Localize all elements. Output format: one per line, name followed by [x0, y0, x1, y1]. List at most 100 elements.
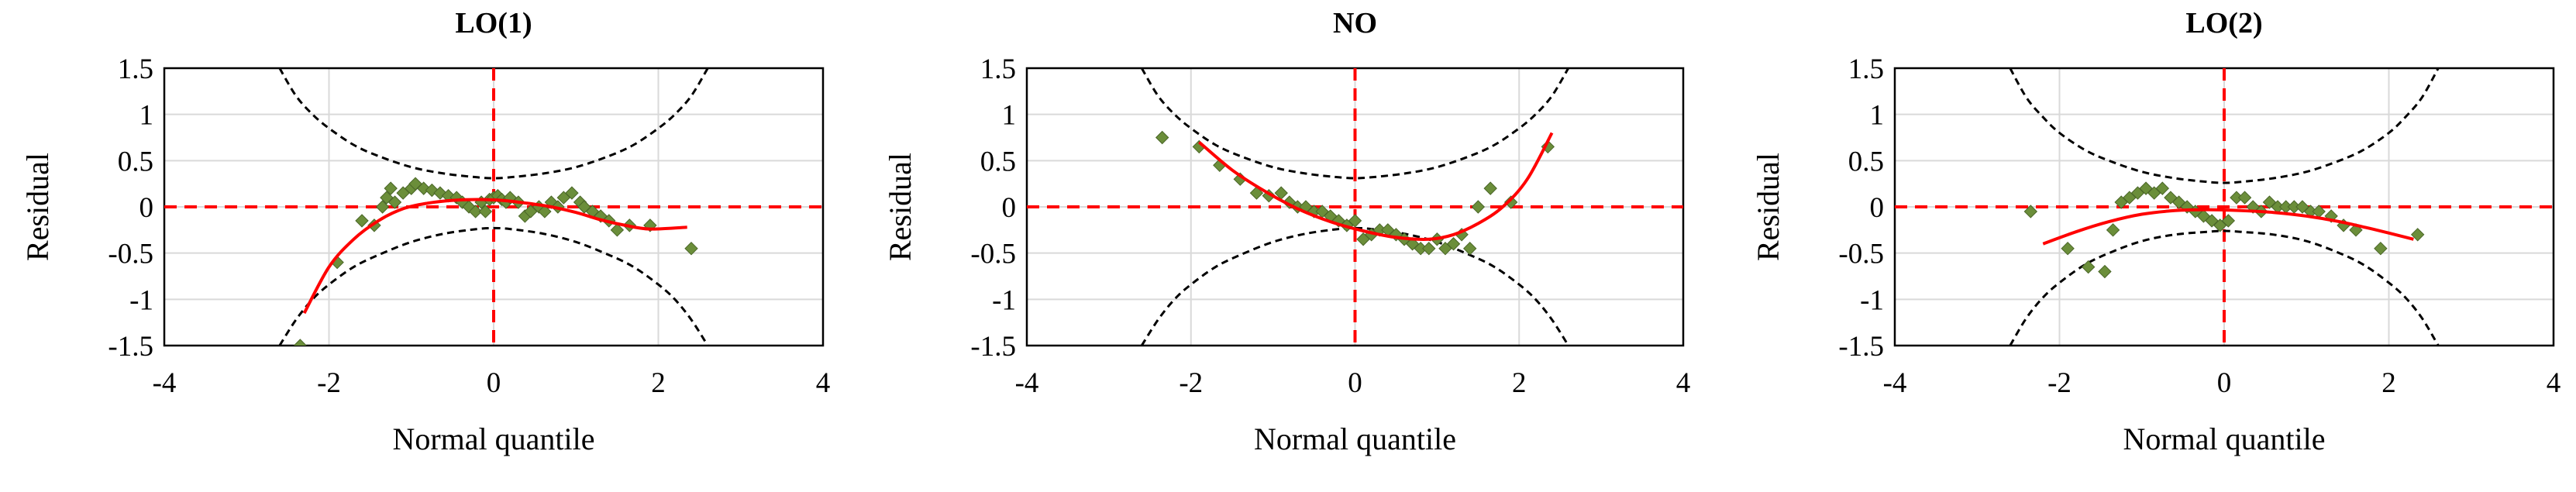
residual-point: [565, 186, 579, 200]
residual-point: [375, 200, 390, 214]
panel-3: LO(2) 1.5 1 0.5 0 -0.5 -1 -1.5 -4 -2 0 2 4 Normal qua…: [1751, 7, 2561, 456]
plot-area: [1140, 68, 1570, 346]
x-tick-label: 0: [1348, 367, 1362, 399]
chart-title: LO(2): [2185, 7, 2262, 40]
plot-area: [278, 68, 709, 346]
x-tick-label: 2: [1512, 367, 1527, 399]
trend-curve: [2042, 208, 2414, 246]
residual-point: [478, 205, 493, 218]
y-axis-label: Residual: [883, 153, 918, 261]
x-tick-label: -4: [1883, 367, 1907, 399]
y-tick-label: 1.5: [980, 53, 1016, 85]
residual-point: [2221, 214, 2236, 228]
chart-title: LO(1): [455, 7, 532, 40]
residual-point: [2155, 181, 2170, 195]
y-tick-label: -0.5: [1838, 239, 1884, 270]
residual-point: [1483, 181, 1497, 195]
residual-point: [2410, 228, 2425, 242]
panel-2: NO 1.5 1 0.5 0 -0.5 -1 -1.5 -4 -2 0 2 4 Normal quanti…: [883, 7, 1690, 456]
residual-point: [1446, 237, 1461, 251]
y-tick-label: -0.5: [970, 239, 1016, 270]
y-tick-label: 0: [1002, 192, 1017, 224]
x-tick-label: -2: [2047, 367, 2071, 399]
residual-point: [1503, 195, 1518, 209]
panel-1: LO(1) 1.5 1 0.5 0 -0.5 -1 -1.5-4 -2 0 2 4 Normal qua…: [20, 7, 830, 456]
y-tick-label: 0.5: [980, 146, 1016, 177]
residual-point: [355, 214, 369, 228]
y-tick-label: 0.5: [118, 146, 153, 177]
y-tick-label: 1: [139, 100, 154, 132]
x-tick-label: 4: [816, 367, 831, 399]
x-tick-label: -4: [1015, 367, 1039, 399]
lower-confidence-bound: [1140, 226, 1570, 346]
lower-confidence-bound: [278, 226, 709, 346]
residual-point: [610, 223, 625, 237]
residual-point: [433, 186, 447, 200]
x-axis-label: Normal quantile: [1254, 421, 1456, 456]
residual-point: [2164, 191, 2178, 205]
residual-point: [2106, 223, 2120, 237]
x-tick-label: 4: [2547, 367, 2561, 399]
y-tick-label: -1: [992, 284, 1016, 316]
residual-point: [293, 339, 308, 346]
residual-point: [468, 205, 483, 218]
x-axis-label: Normal quantile: [2123, 421, 2325, 456]
residual-point: [2023, 205, 2038, 218]
residual-point: [1422, 241, 1436, 256]
residual-point: [2196, 209, 2211, 223]
x-axis-label: Normal quantile: [392, 421, 594, 456]
residual-point: [2349, 223, 2363, 237]
y-tick-label: 0: [1870, 192, 1885, 224]
residual-point: [367, 218, 381, 232]
residual-point: [416, 181, 431, 195]
residual-point: [1155, 130, 1169, 145]
residual-point: [503, 191, 517, 205]
y-axis-label: Residual: [20, 153, 55, 261]
residual-point: [538, 205, 552, 218]
y-tick-label: -1.5: [108, 331, 153, 363]
x-tick-label: 0: [2217, 367, 2232, 399]
upper-confidence-bound: [2009, 68, 2440, 184]
residual-point: [408, 177, 422, 191]
y-tick-label: -1: [1860, 284, 1884, 316]
x-tick-label: -4: [153, 367, 177, 399]
x-tick-label: 4: [1676, 367, 1691, 399]
residual-point: [2081, 260, 2096, 274]
residual-point: [387, 195, 402, 209]
lower-confidence-bound: [2009, 229, 2440, 346]
chart-title: NO: [1333, 7, 1377, 40]
y-tick-label: -1.5: [970, 331, 1016, 363]
trend-curve: [1198, 132, 1554, 241]
residual-point: [2061, 241, 2075, 256]
residual-point: [384, 181, 398, 195]
residual-point: [2237, 191, 2252, 205]
residual-point: [380, 191, 394, 205]
y-axis-label: Residual: [1751, 153, 1786, 261]
residual-point: [2295, 200, 2309, 214]
y-tick-label: -0.5: [108, 239, 153, 270]
y-tick-label: 1.5: [1848, 53, 1884, 85]
x-tick-label: -2: [1179, 367, 1203, 399]
x-tick-label: 2: [651, 367, 666, 399]
x-tick-label: 0: [487, 367, 501, 399]
residual-point: [1262, 188, 1276, 203]
y-tick-label: 1.5: [118, 53, 153, 85]
y-tick-label: 1: [1002, 100, 1017, 132]
y-tick-label: 1: [1870, 100, 1885, 132]
plot-area: [2009, 68, 2440, 346]
y-tick-label: 0: [139, 192, 154, 224]
residual-point: [2098, 264, 2112, 279]
residual-point: [1471, 200, 1486, 214]
x-tick-label: -2: [317, 367, 341, 399]
residual-point: [2374, 241, 2388, 256]
y-tick-label: 0.5: [1848, 146, 1884, 177]
y-tick-label: -1.5: [1838, 331, 1884, 363]
residual-point: [2262, 195, 2277, 209]
residual-point: [425, 183, 439, 198]
trend-curve: [302, 198, 687, 315]
residual-point: [1463, 241, 1477, 256]
x-tick-label: 2: [2381, 367, 2396, 399]
y-tick-label: -1: [129, 284, 153, 316]
